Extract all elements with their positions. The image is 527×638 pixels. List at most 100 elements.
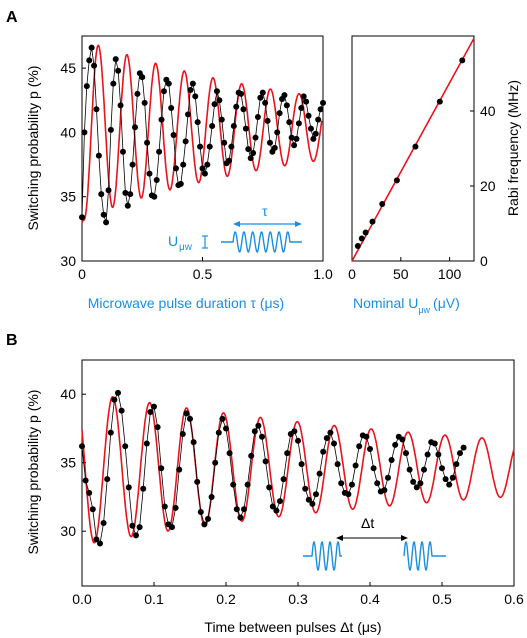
inset-tau-arrow-left-head (233, 221, 240, 227)
data-point (136, 524, 143, 531)
x-tick-label: 0.5 (432, 591, 452, 607)
data-point (179, 430, 186, 437)
data-point (206, 143, 213, 150)
y-tick-label: 20 (480, 178, 496, 194)
data-point (362, 229, 369, 236)
data-point (115, 389, 121, 396)
data-point (172, 165, 179, 172)
data-point (209, 123, 216, 129)
data-point (107, 126, 114, 133)
data-point (140, 485, 147, 492)
data-point (192, 93, 199, 100)
data-point (141, 99, 148, 106)
data-point (431, 440, 438, 447)
panel-label-b: B (6, 332, 18, 349)
data-point (392, 441, 399, 448)
data-point (305, 112, 312, 119)
data-point (369, 218, 376, 225)
chart-a-right-xlabel-main: Nominal U (353, 295, 418, 311)
y-tick-label: 30 (60, 253, 76, 269)
chart-a-left-xlabel: Microwave pulse duration τ (μs) (88, 295, 284, 311)
y-tick-label: 40 (60, 386, 76, 402)
data-point (312, 130, 319, 137)
data-point (132, 124, 139, 131)
data-point (252, 134, 259, 141)
data-point (277, 498, 283, 505)
y-tick-label: 40 (480, 103, 496, 119)
data-point (381, 487, 388, 494)
data-point (291, 428, 298, 435)
data-point (331, 440, 337, 447)
data-point (281, 92, 288, 99)
chart-a-left: 0 0.5 1.0 30 35 40 45 Switching probability p … (25, 35, 333, 311)
data-point (111, 396, 118, 403)
data-point (338, 480, 345, 487)
x-tick-label: 0.6 (504, 591, 524, 607)
data-point (183, 410, 190, 417)
data-point (187, 415, 193, 422)
x-tick-label: 1.0 (313, 266, 333, 282)
chart-b-xlabel: Time between pulses Δt (μs) (204, 619, 381, 635)
data-point (105, 187, 112, 194)
data-point (274, 129, 281, 136)
data-point (424, 451, 431, 458)
data-point (100, 519, 107, 526)
data-point (257, 94, 264, 101)
data-point (315, 116, 322, 123)
data-point (190, 439, 197, 446)
data-point (110, 80, 117, 87)
data-point (161, 503, 168, 510)
data-point (151, 193, 158, 200)
data-point (393, 177, 400, 184)
data-point (259, 89, 266, 96)
data-point (182, 138, 189, 145)
data-point (385, 474, 391, 481)
data-point (280, 476, 287, 483)
chart-a-right-xlabel-sub: μw (418, 305, 430, 315)
data-point (291, 142, 298, 149)
data-point (176, 466, 183, 473)
data-point (170, 132, 177, 138)
data-point (215, 429, 222, 436)
data-point (254, 114, 261, 120)
x-tick-label: 0.3 (288, 591, 308, 607)
data-point (298, 461, 305, 468)
data-point (349, 481, 355, 488)
data-point (180, 161, 187, 168)
data-point (295, 437, 301, 444)
data-point (139, 74, 146, 81)
data-point (197, 143, 204, 150)
data-point (363, 433, 370, 440)
data-point (273, 507, 280, 514)
data-point (129, 522, 136, 529)
data-point (317, 106, 324, 113)
data-point (212, 459, 219, 466)
data-point (154, 424, 161, 431)
chart-a-right-xlabel: Nominal Uμw (μV) (353, 295, 460, 315)
data-point (112, 56, 119, 63)
data-point (313, 491, 319, 498)
data-point (288, 134, 295, 141)
data-point (95, 152, 102, 159)
data-point (117, 102, 124, 109)
data-point (160, 88, 167, 95)
data-point (300, 93, 307, 100)
data-point (98, 191, 105, 198)
data-point (146, 170, 153, 177)
chart-a-right: 0 50 100 0 20 40 Rabi frequency (MHz) Nominal… (348, 35, 521, 315)
data-point (143, 440, 150, 447)
inset-pulse-1 (303, 540, 342, 571)
data-point (218, 116, 225, 123)
y-tick-label: 35 (60, 189, 76, 205)
data-point (103, 219, 110, 226)
data-point (199, 165, 206, 172)
data-point (168, 105, 175, 111)
data-point (345, 491, 352, 498)
data-point (151, 403, 157, 410)
data-point (250, 150, 257, 156)
x-tick-label: 100 (438, 266, 462, 282)
data-point (240, 106, 247, 113)
data-point (208, 493, 215, 500)
data-point (187, 87, 194, 93)
data-point (286, 119, 293, 126)
